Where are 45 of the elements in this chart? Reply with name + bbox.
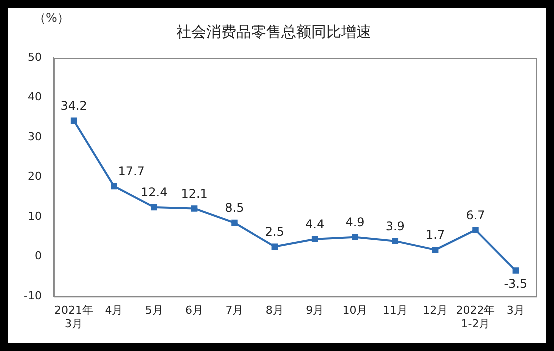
data-label: 12.1: [181, 186, 208, 201]
data-label: 17.7: [118, 164, 145, 179]
data-label: 8.5: [225, 201, 244, 216]
x-tick-label: 2021年 3月: [54, 304, 94, 330]
x-tick-label: 12月: [423, 304, 448, 318]
point: [111, 183, 118, 190]
data-label: 2.5: [265, 225, 284, 240]
data-label: 4.9: [346, 215, 365, 230]
x-tick-label: 8月: [266, 304, 284, 318]
x-tick-label: 3月: [506, 304, 525, 318]
point: [151, 204, 158, 211]
x-tick-label: 4月: [105, 304, 124, 318]
y-tick-label: 10: [28, 210, 42, 223]
data-label: 6.7: [466, 208, 486, 222]
data-label: 4.4: [306, 217, 325, 232]
x-tick-label: 2022年 1-2月: [456, 304, 496, 330]
point: [392, 238, 399, 244]
point: [512, 268, 520, 274]
x-tick-label: 10月: [342, 304, 368, 318]
y-tick-label: 0: [34, 250, 42, 263]
x-tick-label: 6月: [186, 304, 204, 318]
point: [191, 206, 198, 212]
y-tick-label: 50: [28, 50, 42, 64]
point: [352, 234, 358, 240]
point: [232, 220, 238, 226]
data-label: -3.5: [504, 276, 528, 291]
data-label: 3.9: [386, 219, 405, 234]
point: [472, 227, 479, 234]
y-tick-label: 20: [28, 170, 42, 184]
data-label: 12.4: [141, 186, 168, 200]
point: [272, 244, 278, 250]
x-tick-label: 5月: [145, 304, 164, 318]
y-axis-title: （%）: [34, 10, 70, 27]
y-tick-label: 30: [28, 130, 42, 144]
data-label: 1.7: [426, 228, 446, 242]
x-tick-label: 9月: [306, 304, 324, 318]
x-tick-label: 11月: [382, 304, 408, 318]
y-tick-label: 40: [28, 90, 42, 104]
point: [432, 246, 439, 254]
x-tick-label: 7月: [226, 304, 244, 318]
chart-title: 社会消费品零售总额同比增速: [176, 22, 372, 41]
data-label: 34.2: [60, 98, 88, 113]
y-tick-label: -10: [24, 289, 42, 302]
point: [312, 236, 318, 242]
point: [70, 118, 78, 124]
